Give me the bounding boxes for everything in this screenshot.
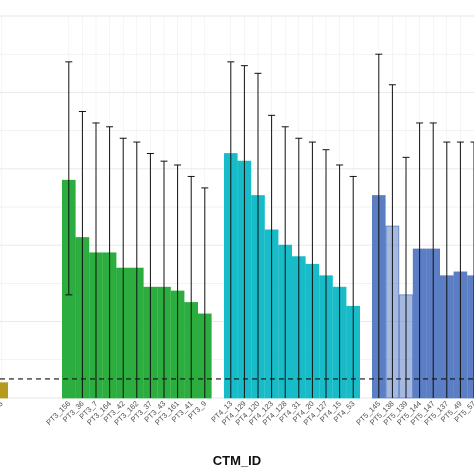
bar — [0, 382, 9, 399]
bar — [467, 275, 474, 399]
x-axis-title: CTM_ID — [213, 453, 261, 468]
error-bars-layer — [65, 53, 474, 398]
